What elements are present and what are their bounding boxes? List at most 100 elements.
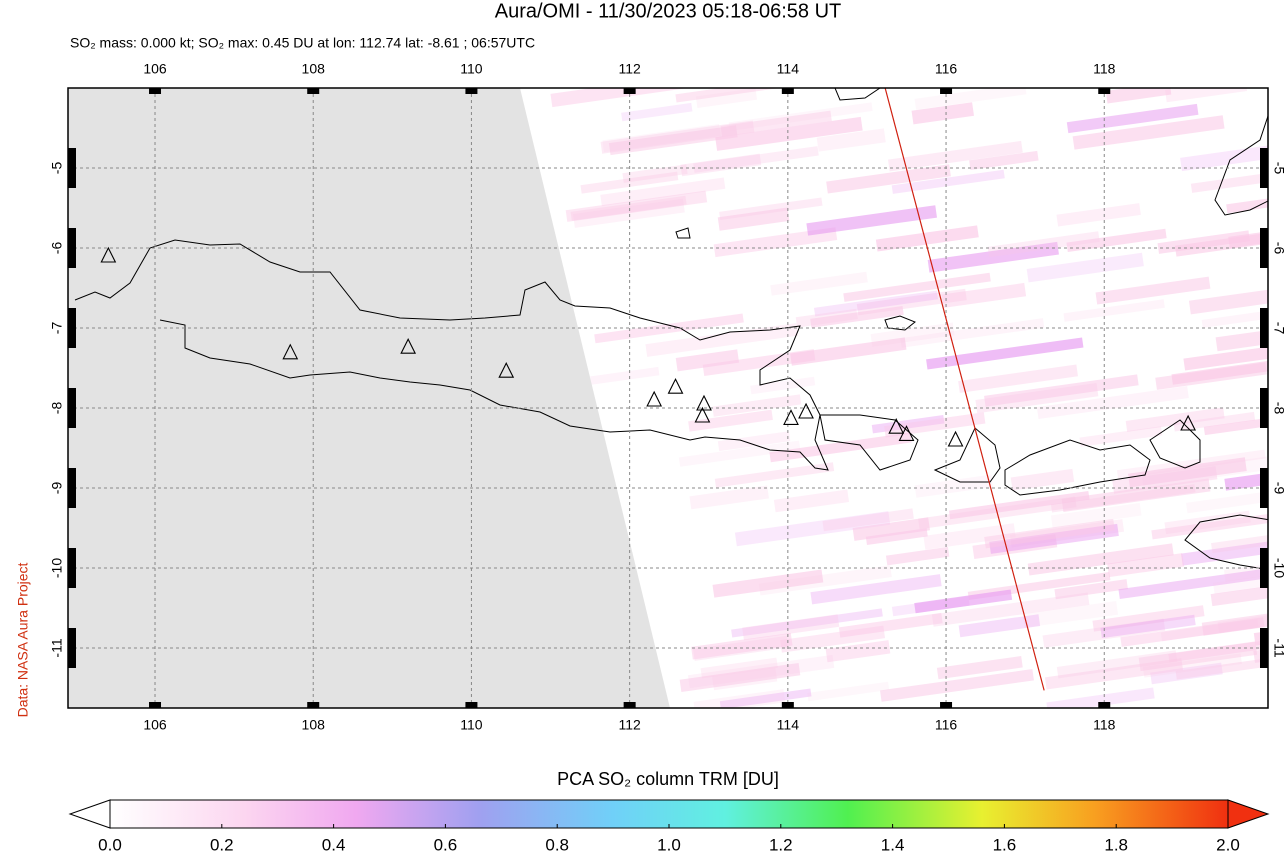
swath-pixel (720, 110, 832, 137)
tick-mark (68, 468, 76, 508)
subtitle: SO₂ mass: 0.000 kt; SO₂ max: 0.45 DU at … (70, 35, 535, 51)
swath-pixel (715, 116, 863, 151)
volcano (282, 343, 299, 360)
tick-mark (781, 702, 794, 708)
colorbar-tick-label: 1.4 (881, 835, 905, 854)
lat-tick-label: -9 (49, 482, 65, 495)
orbit-track (884, 88, 1045, 691)
tick-mark (68, 308, 76, 348)
swath-pixel (1079, 426, 1163, 447)
swath-pixel (1120, 617, 1265, 647)
swath-pixel (1223, 557, 1268, 582)
swath-pixel (1116, 449, 1266, 480)
swath-pixel (871, 415, 945, 434)
tick-mark (307, 88, 320, 94)
swath-pixel (838, 612, 943, 638)
graticule (68, 88, 1268, 708)
lat-tick-label: -10 (49, 558, 65, 578)
colorbar-tick-label: 1.0 (657, 835, 681, 854)
swath-pixel (687, 654, 835, 689)
swath-pixel (565, 190, 708, 222)
swath-pixel (1072, 115, 1225, 150)
swath-pixel (700, 657, 778, 679)
swath-pixel (717, 431, 791, 452)
swath-pixel (1138, 641, 1258, 672)
swath-pixel (1217, 606, 1268, 633)
swath-pixel (719, 688, 812, 708)
swath-pixel (1118, 567, 1268, 600)
colorbar-label: PCA SO₂ column TRM [DU] (557, 769, 779, 789)
swath-pixel (927, 241, 1059, 273)
swath-pixel (675, 349, 740, 372)
tick-mark (940, 88, 953, 94)
tick-mark (781, 88, 794, 94)
swath-pixel (1201, 601, 1268, 636)
swath-pixel (888, 140, 1023, 172)
swath-pixel (1203, 405, 1268, 436)
swath-pixel (580, 171, 679, 194)
lat-tick-label: -11 (49, 638, 65, 657)
colorbar-tick-label: 2.0 (1216, 835, 1240, 854)
swath-pixel (742, 614, 840, 641)
swath-pixel (891, 169, 1005, 194)
credit: Data: NASA Aura Project (15, 562, 31, 717)
swath-pixel (931, 592, 1090, 627)
swath-pixel (984, 374, 1139, 407)
tick-mark (1260, 628, 1268, 668)
swath-pixel (1050, 484, 1196, 513)
swath-pixel (712, 394, 802, 417)
lon-tick-label: 114 (777, 61, 800, 77)
swath-pixel (1054, 579, 1128, 600)
tick-mark (68, 628, 76, 668)
lon-tick-label: 112 (618, 717, 641, 733)
swath-pixel (972, 534, 1058, 559)
lon-tick-label: 106 (143, 61, 167, 77)
swath-pixel (825, 640, 891, 663)
colorbar-low-arrow (68, 799, 111, 829)
swath-pixel (822, 508, 914, 532)
swath-pixel (1125, 407, 1225, 432)
colorbar-tick-label: 0.8 (545, 835, 569, 854)
coastline (884, 315, 916, 331)
swath-pixel (989, 523, 1119, 554)
swath-pixel (936, 655, 1023, 680)
volcano (947, 430, 964, 447)
coastline (675, 227, 691, 239)
tick-mark (1260, 468, 1268, 508)
volcano (898, 425, 915, 441)
swath-pixel (1066, 228, 1167, 252)
swath-pixel (600, 120, 755, 154)
colorbar-high-arrow (1227, 799, 1270, 829)
tick-mark (149, 88, 162, 94)
swath-pixel (1046, 687, 1155, 708)
swath-pixel (1181, 533, 1268, 566)
tick-mark (1098, 702, 1111, 708)
swath-pixel (1190, 173, 1264, 193)
swath-pixel (1100, 614, 1196, 639)
swath-pixel (810, 305, 904, 328)
swath-pixel (1188, 282, 1268, 315)
swath-pixel (987, 231, 1100, 258)
swath-pixel (1141, 454, 1268, 488)
swath-pixel (875, 225, 979, 252)
colorbar-tick-label: 1.6 (993, 835, 1017, 854)
swath-pixel (679, 663, 801, 692)
swath-pixel (589, 366, 660, 385)
swath-pixel (1050, 503, 1142, 528)
title: Aura/OMI - 11/30/2023 05:18-06:58 UT (495, 0, 842, 22)
swath-pixel (570, 195, 687, 221)
swath-pixel (1063, 299, 1165, 322)
lat-tick-label: -6 (49, 242, 65, 255)
lon-tick-label: 118 (1093, 61, 1116, 77)
swath-pixel (975, 382, 1099, 414)
lon-tick-label: 106 (143, 717, 167, 733)
swath-pixel (1160, 619, 1259, 642)
lat-tick-label: -7 (1271, 322, 1287, 335)
swath-pixel (807, 681, 890, 702)
swath-pixel (1211, 524, 1268, 554)
swath-pixel (1061, 478, 1211, 512)
swath-pixel (780, 625, 886, 653)
swath-pixel (914, 474, 993, 498)
swath-pixel (608, 125, 738, 156)
lat-tick-label: -9 (1271, 482, 1287, 495)
